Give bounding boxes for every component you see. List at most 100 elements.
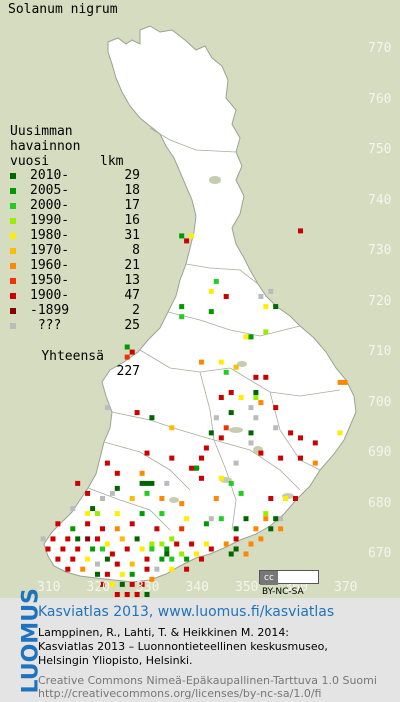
observation-square	[85, 511, 91, 517]
observation-square	[253, 390, 259, 395]
legend-count: 2	[132, 303, 140, 318]
observation-square	[184, 556, 190, 562]
observation-square	[179, 314, 185, 320]
cc-icon: cc	[260, 571, 278, 585]
observation-square	[55, 521, 61, 527]
footer: LUOMUS Kasviatlas 2013, www.luomus.fi/ka…	[0, 588, 400, 702]
observation-square	[268, 526, 274, 532]
observation-square	[248, 541, 254, 547]
observation-square	[218, 395, 224, 400]
observation-square	[149, 576, 155, 582]
observation-square	[179, 304, 185, 310]
observation-square	[50, 536, 56, 542]
observation-square	[223, 294, 229, 299]
observation-square	[238, 490, 244, 496]
legend-count: 29	[124, 168, 140, 183]
observation-square	[228, 480, 234, 486]
observation-square	[159, 541, 165, 547]
legend-label: 1970-	[30, 243, 70, 258]
observation-square	[104, 556, 110, 562]
citation-line-2: Kasviatlas 2013 – Luonnontieteellinen ke…	[38, 640, 328, 653]
observation-square	[114, 511, 120, 517]
legend-swatch	[10, 278, 16, 284]
observation-square	[164, 551, 170, 557]
observation-square	[194, 551, 199, 557]
observation-square	[278, 455, 284, 461]
citation-line-3: Helsingin Yliopisto, Helsinki.	[38, 654, 193, 667]
legend-total-row: Yhteensä 227	[10, 334, 140, 394]
observation-square	[184, 566, 190, 572]
observation-square	[129, 521, 135, 527]
legend-swatch	[10, 203, 16, 209]
observation-square	[298, 228, 303, 234]
observation-square	[119, 581, 125, 587]
observation-square	[114, 526, 120, 532]
legend-swatch	[10, 323, 16, 329]
observation-square	[104, 571, 110, 577]
legend-swatch	[10, 173, 16, 179]
observation-square	[258, 294, 264, 299]
observation-square	[273, 304, 279, 310]
legend-label: 1900-	[30, 288, 70, 303]
observation-square	[169, 566, 175, 572]
observation-square	[203, 541, 209, 547]
observation-square	[208, 309, 214, 315]
observation-square	[213, 278, 219, 284]
license-line-1: Creative Commons Nimeä-Epäkaupallinen-Ta…	[38, 674, 377, 687]
observation-square	[55, 556, 61, 562]
distribution-map: Solanum nigrum Uusimman havainnon vuosi …	[8, 2, 392, 597]
observation-square	[194, 465, 199, 471]
legend-label: 1960-	[30, 258, 70, 273]
observation-square	[139, 470, 145, 476]
observation-square	[144, 592, 150, 597]
y-tick-label: 740	[368, 192, 392, 208]
legend-swatch	[10, 248, 16, 254]
observation-square	[124, 354, 130, 360]
observation-square	[189, 541, 195, 547]
legend-count: 13	[124, 273, 140, 288]
observation-square	[149, 541, 155, 547]
atlas-title-link[interactable]: Kasviatlas 2013, www.luomus.fi/kasviatla…	[38, 604, 335, 620]
legend-swatch	[10, 263, 16, 269]
observation-square	[248, 440, 254, 446]
observation-square	[70, 526, 76, 532]
legend-swatch	[10, 233, 16, 239]
observation-square	[109, 581, 115, 587]
observation-square	[337, 430, 343, 436]
legend-heading-line-1: Uusimman	[10, 124, 73, 139]
observation-square	[60, 546, 66, 552]
observation-square	[273, 425, 279, 431]
observation-square	[184, 238, 190, 244]
x-tick-label: 350	[235, 580, 259, 595]
observation-square	[169, 455, 175, 461]
observation-square	[90, 546, 96, 552]
observation-square	[109, 490, 115, 496]
observation-square	[253, 374, 259, 380]
observation-square	[223, 541, 229, 547]
license-url-link[interactable]: http://creativecommons.org/licenses/by-n…	[38, 687, 322, 700]
observation-square	[273, 516, 279, 522]
observation-square	[199, 359, 204, 365]
observation-square	[75, 536, 81, 542]
observation-square	[312, 460, 318, 466]
legend-label: 1980-	[30, 228, 70, 243]
observation-square	[144, 556, 150, 562]
legend-label: ???	[30, 318, 62, 333]
observation-square	[189, 465, 195, 471]
observation-square	[179, 233, 185, 239]
observation-square	[213, 496, 219, 501]
observation-square	[139, 546, 145, 552]
observation-square	[85, 490, 91, 496]
observation-square	[164, 480, 170, 486]
y-tick-label: 690	[368, 445, 392, 460]
observation-square	[228, 410, 234, 416]
observation-square	[95, 571, 100, 577]
observation-square	[149, 415, 155, 421]
legend-count: 8	[132, 243, 140, 258]
observation-square	[253, 395, 259, 400]
cc-license-badge[interactable]: cc BY-NC-SA	[259, 570, 319, 597]
observation-square	[129, 349, 135, 355]
observation-square	[203, 445, 209, 451]
observation-square	[248, 405, 254, 411]
observation-square	[184, 516, 190, 522]
